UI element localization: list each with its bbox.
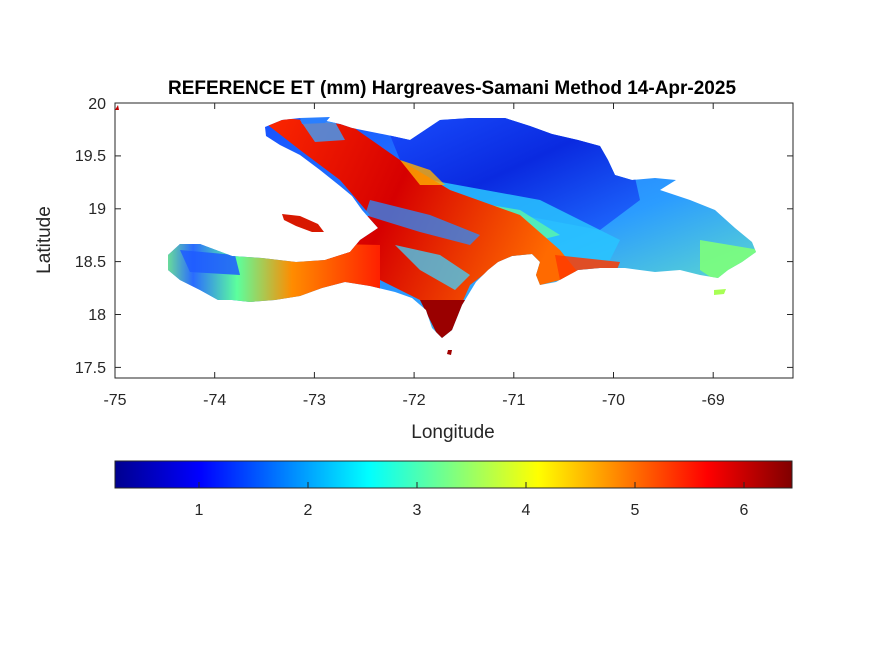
colorbar-tick-label: 3 — [413, 502, 422, 519]
x-tick-label: -70 — [602, 392, 625, 409]
colorbar-tick-labels: 1 2 3 4 5 6 — [195, 502, 749, 519]
y-tick-label: 19.5 — [75, 148, 106, 165]
x-tick-label: -75 — [103, 392, 126, 409]
y-tick-labels: 17.5 18 18.5 19 19.5 20 — [75, 96, 106, 377]
colorbar-tick-label: 6 — [740, 502, 749, 519]
y-axis — [115, 102, 793, 368]
x-tick-label: -71 — [502, 392, 525, 409]
y-tick-label: 19 — [88, 201, 106, 218]
y-tick-label: 17.5 — [75, 360, 106, 377]
x-tick-label: -74 — [203, 392, 226, 409]
colorbar-tick-label: 2 — [304, 502, 313, 519]
gonave-island — [282, 214, 324, 232]
colorbar-tick-label: 1 — [195, 502, 204, 519]
y-tick-label: 18.5 — [75, 254, 106, 271]
tortuga-island — [300, 117, 330, 124]
colorbar — [114, 460, 793, 489]
colorbar-ticks — [198, 482, 745, 488]
colorbar-tick-label: 5 — [631, 502, 640, 519]
saona-island — [714, 289, 726, 295]
y-tick-label: 18 — [88, 307, 106, 324]
x-axis-label: Longitude — [411, 422, 494, 443]
corner-speck — [115, 105, 119, 110]
x-tick-label: -73 — [303, 392, 326, 409]
x-axis — [114, 103, 714, 378]
y-tick-label: 20 — [88, 96, 106, 113]
x-tick-labels: -75 -74 -73 -72 -71 -70 -69 — [103, 392, 724, 409]
beata-island — [447, 350, 452, 355]
x-tick-label: -72 — [403, 392, 426, 409]
colorbar-tick-label: 4 — [522, 502, 531, 519]
chart-title: REFERENCE ET (mm) Hargreaves-Samani Meth… — [168, 78, 736, 99]
y-axis-label: Latitude — [34, 206, 55, 274]
x-tick-label: -69 — [702, 392, 725, 409]
